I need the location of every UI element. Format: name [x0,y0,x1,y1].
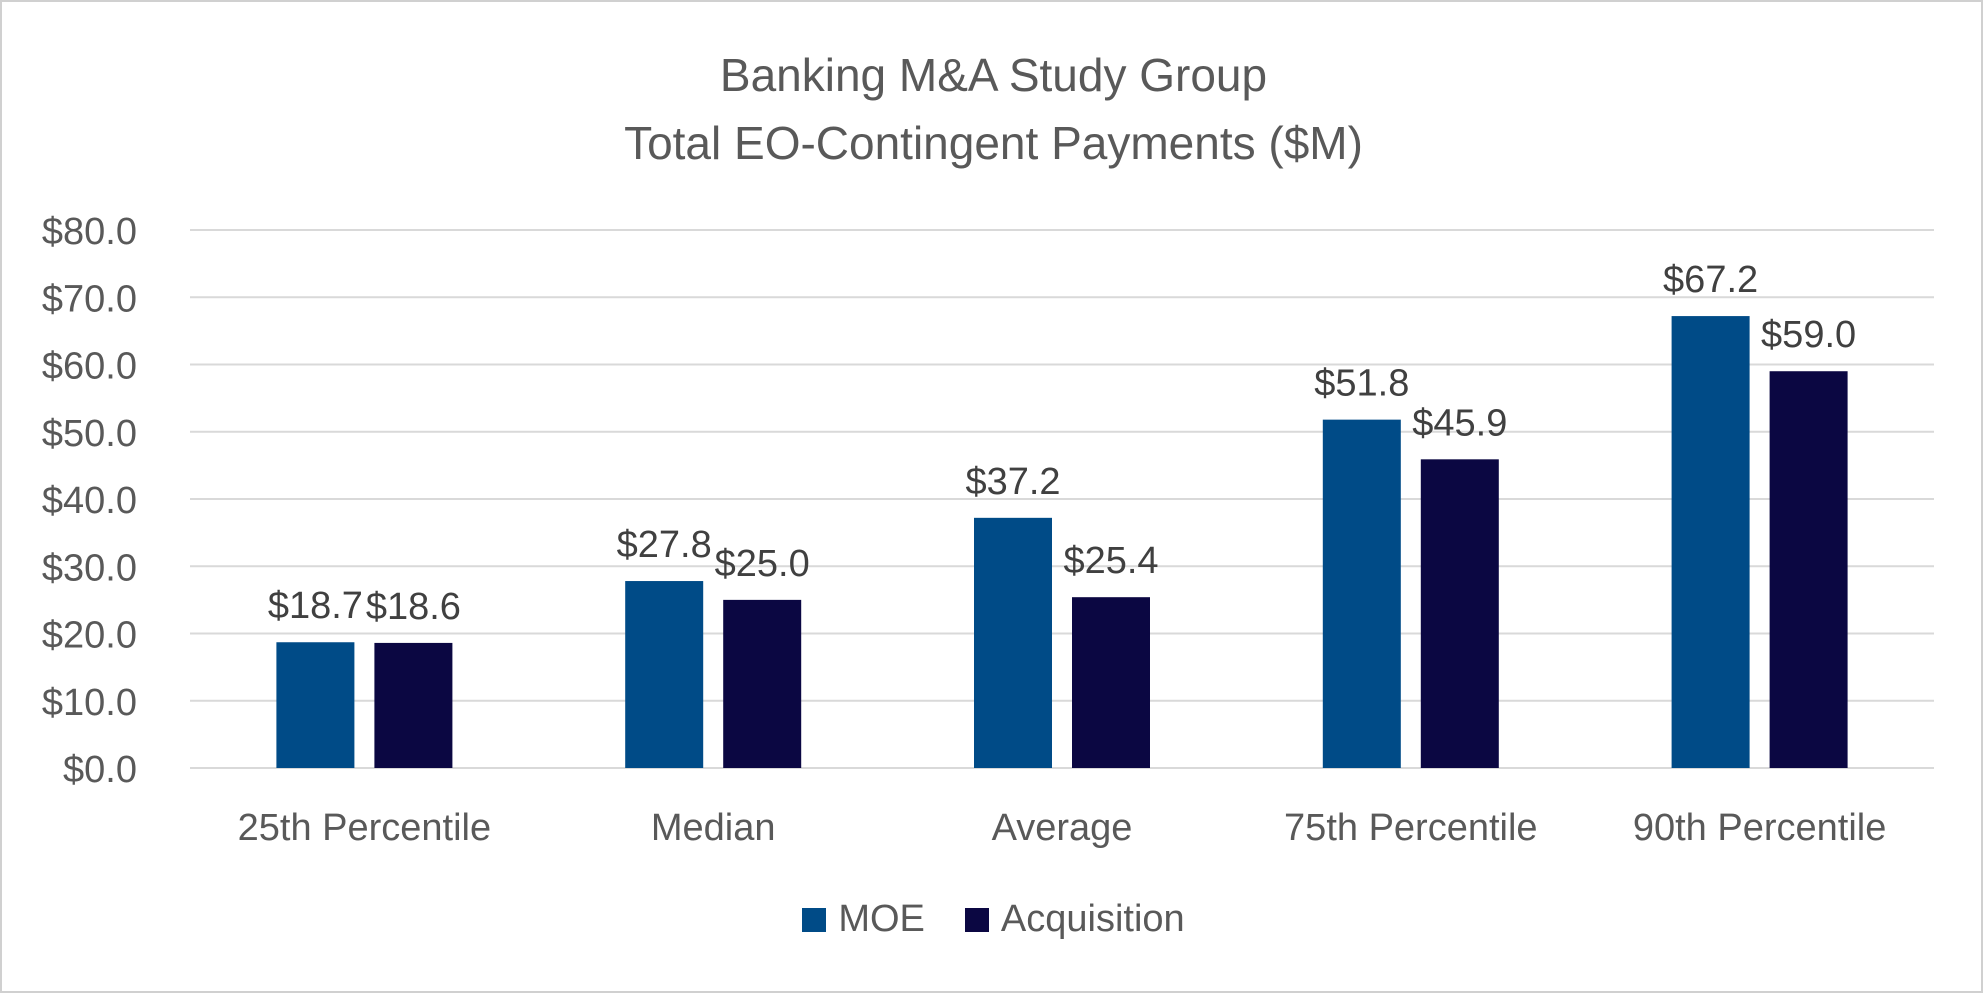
bar [276,642,355,768]
legend-item-moe: MOE [802,898,925,941]
x-tick-label: 75th Percentile [1284,807,1538,849]
bar [374,642,453,768]
x-tick-label: Median [651,807,776,849]
bar [1769,371,1848,768]
bar [974,517,1052,768]
data-label: $59.0 [1761,314,1856,356]
bar [1671,316,1750,768]
legend-swatch-acquisition [964,907,989,932]
bar [723,599,802,768]
legend-label-acquisition: Acquisition [1000,898,1185,940]
data-label: $45.9 [1412,402,1507,444]
y-tick-label: $10.0 [42,682,137,724]
chart-legend: MOE Acquisition [2,898,1983,941]
y-tick-label: $30.0 [42,547,137,589]
data-label: $37.2 [965,461,1060,503]
chart-title: Banking M&A Study Group [719,49,1268,101]
bar [625,581,704,768]
y-tick-label: $50.0 [42,413,137,455]
data-label: $25.0 [715,543,810,585]
bar [1322,419,1401,768]
bar [1420,459,1499,768]
data-label: $67.2 [1663,259,1758,301]
x-tick-label: Average [992,807,1133,849]
data-label: $18.6 [366,586,461,628]
legend-swatch-moe [802,907,827,932]
y-tick-label: $40.0 [42,480,137,522]
data-label: $18.7 [268,585,363,627]
data-label: $27.8 [617,524,712,566]
x-tick-label: 90th Percentile [1633,807,1887,849]
legend-item-acquisition: Acquisition [964,898,1185,941]
y-tick-label: $20.0 [42,615,137,657]
legend-label-moe: MOE [838,898,925,940]
y-tick-label: $80.0 [42,211,137,253]
y-tick-label: $70.0 [42,278,137,320]
y-tick-label: $0.0 [63,749,137,791]
bar [1072,597,1150,768]
x-tick-label: 25th Percentile [238,807,492,849]
chart-subtitle: Total EO-Contingent Payments ($M) [624,117,1363,169]
data-label: $25.4 [1063,540,1158,582]
data-label: $51.8 [1314,363,1409,405]
y-tick-label: $60.0 [42,346,137,388]
